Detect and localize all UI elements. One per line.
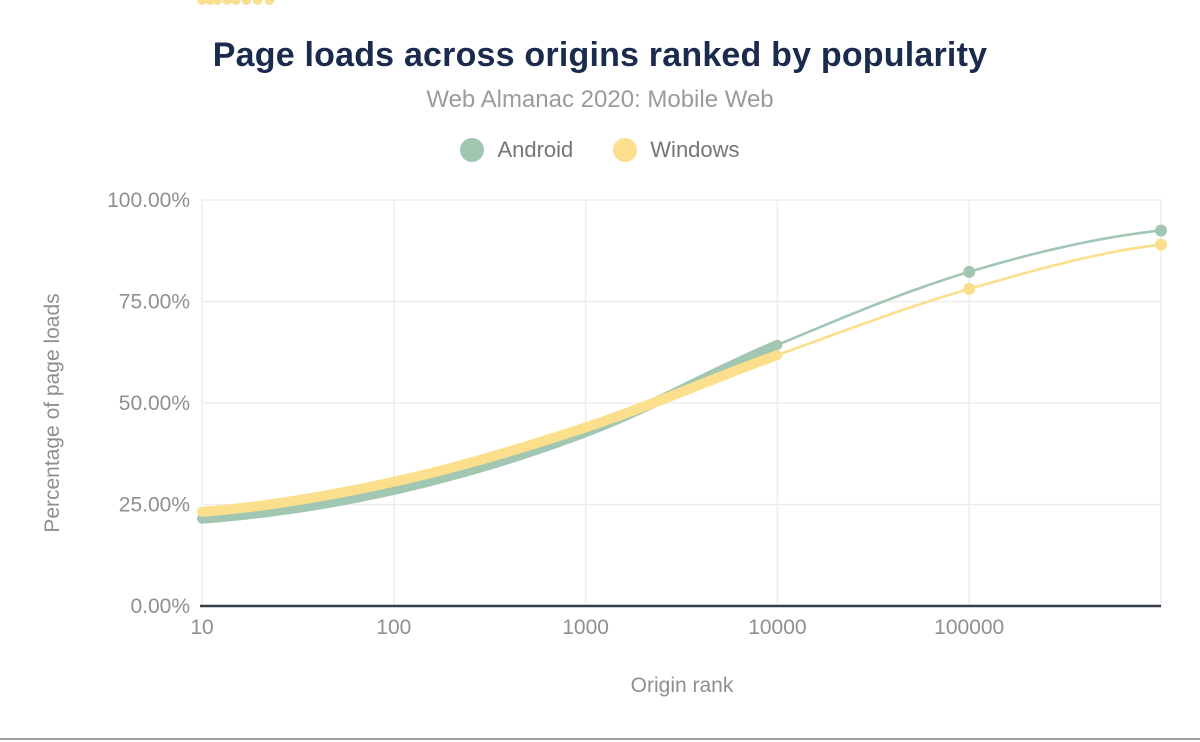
chart-title: Page loads across origins ranked by popu… [212, 36, 988, 74]
legend-label-android: Android [497, 137, 574, 162]
y-tick-label: 50.00% [119, 392, 190, 415]
windows-marker[interactable] [1155, 238, 1167, 251]
legend-item-android[interactable]: Android [460, 137, 573, 163]
y-tick-label: 0.00% [130, 595, 190, 618]
legend-item-windows[interactable]: Windows [613, 137, 740, 163]
x-tick-label: 10 [190, 616, 213, 639]
android-marker[interactable] [1155, 224, 1167, 237]
y-tick-label: 75.00% [119, 291, 190, 314]
x-axis-title: Origin rank [630, 674, 734, 697]
legend: Android Windows [0, 136, 1200, 164]
android-series-dot-icon [460, 138, 485, 162]
windows-data-point[interactable] [205, 0, 215, 5]
windows-data-point[interactable] [241, 0, 251, 5]
windows-data-point[interactable] [222, 0, 232, 5]
chart-subtitle: Web Almanac 2020: Mobile Web [426, 86, 774, 113]
windows-marker[interactable] [963, 282, 976, 295]
windows-data-point[interactable] [252, 0, 263, 5]
x-tick-label: 100000 [934, 616, 1004, 639]
windows-data-point[interactable] [264, 0, 275, 5]
legend-label-windows: Windows [650, 137, 740, 162]
windows-data-point[interactable] [212, 0, 222, 5]
android-marker[interactable] [963, 265, 976, 278]
windows-data-point[interactable] [197, 0, 207, 5]
x-tick-label: 10000 [748, 616, 806, 639]
windows-series-dot-icon [613, 138, 638, 162]
windows-series-dense-band[interactable] [197, 350, 783, 517]
windows-data-point[interactable] [231, 0, 241, 5]
x-tick-label: 100 [376, 616, 411, 639]
x-tick-label: 1000 [562, 616, 609, 639]
android-series-dense-band[interactable] [197, 339, 783, 524]
bottom-divider [0, 738, 1200, 740]
y-tick-label: 25.00% [119, 494, 190, 517]
y-tick-label: 100.00% [107, 189, 190, 212]
